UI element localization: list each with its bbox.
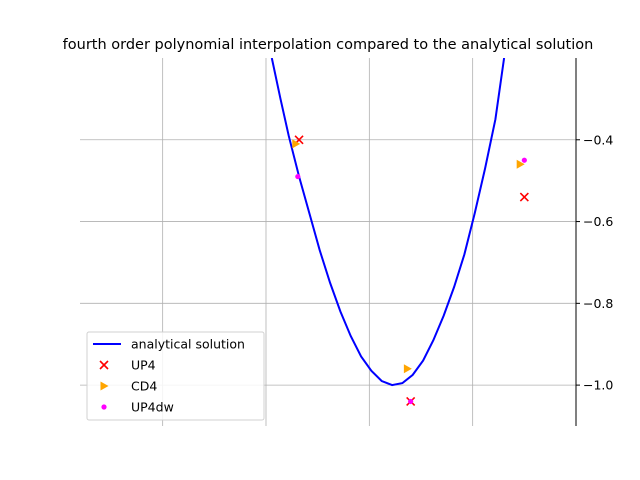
- plot-lines: [270, 58, 506, 387]
- legend-box: [86, 331, 265, 421]
- marker-up4dw-2: [521, 157, 527, 163]
- marker-up4dw-1: [408, 398, 414, 405]
- y-tick-label-0: −0.4: [583, 132, 613, 147]
- marker-cd4-2: [516, 159, 525, 169]
- marker-cd4-1: [403, 364, 412, 374]
- legend-label-2: CD4: [131, 379, 157, 394]
- y-tick-label-2: −0.8: [583, 296, 613, 311]
- chart-title: fourth order polynomial interpolation co…: [63, 37, 594, 53]
- marker-cd4-0: [292, 139, 301, 149]
- legend-label-3: UP4dw: [131, 400, 174, 415]
- marker-up4-2: [519, 192, 529, 202]
- legend-handle-2: [100, 381, 109, 391]
- legend-handle-1: [99, 360, 109, 370]
- legend-label-0: analytical solution: [131, 337, 245, 352]
- y-tick-label-3: −1.0: [583, 378, 613, 393]
- legend: analytical solution UP4 CD4 UP4dw: [86, 331, 265, 421]
- y-axis: −0.4 −0.6 −0.8 −1.0: [575, 58, 613, 426]
- markers: [292, 135, 529, 407]
- legend-label-1: UP4: [131, 358, 156, 373]
- legend-handle-3: [101, 404, 107, 410]
- y-tick-label-1: −0.6: [583, 214, 613, 229]
- marker-up4dw-0: [295, 173, 301, 180]
- series-line-0: [270, 58, 506, 387]
